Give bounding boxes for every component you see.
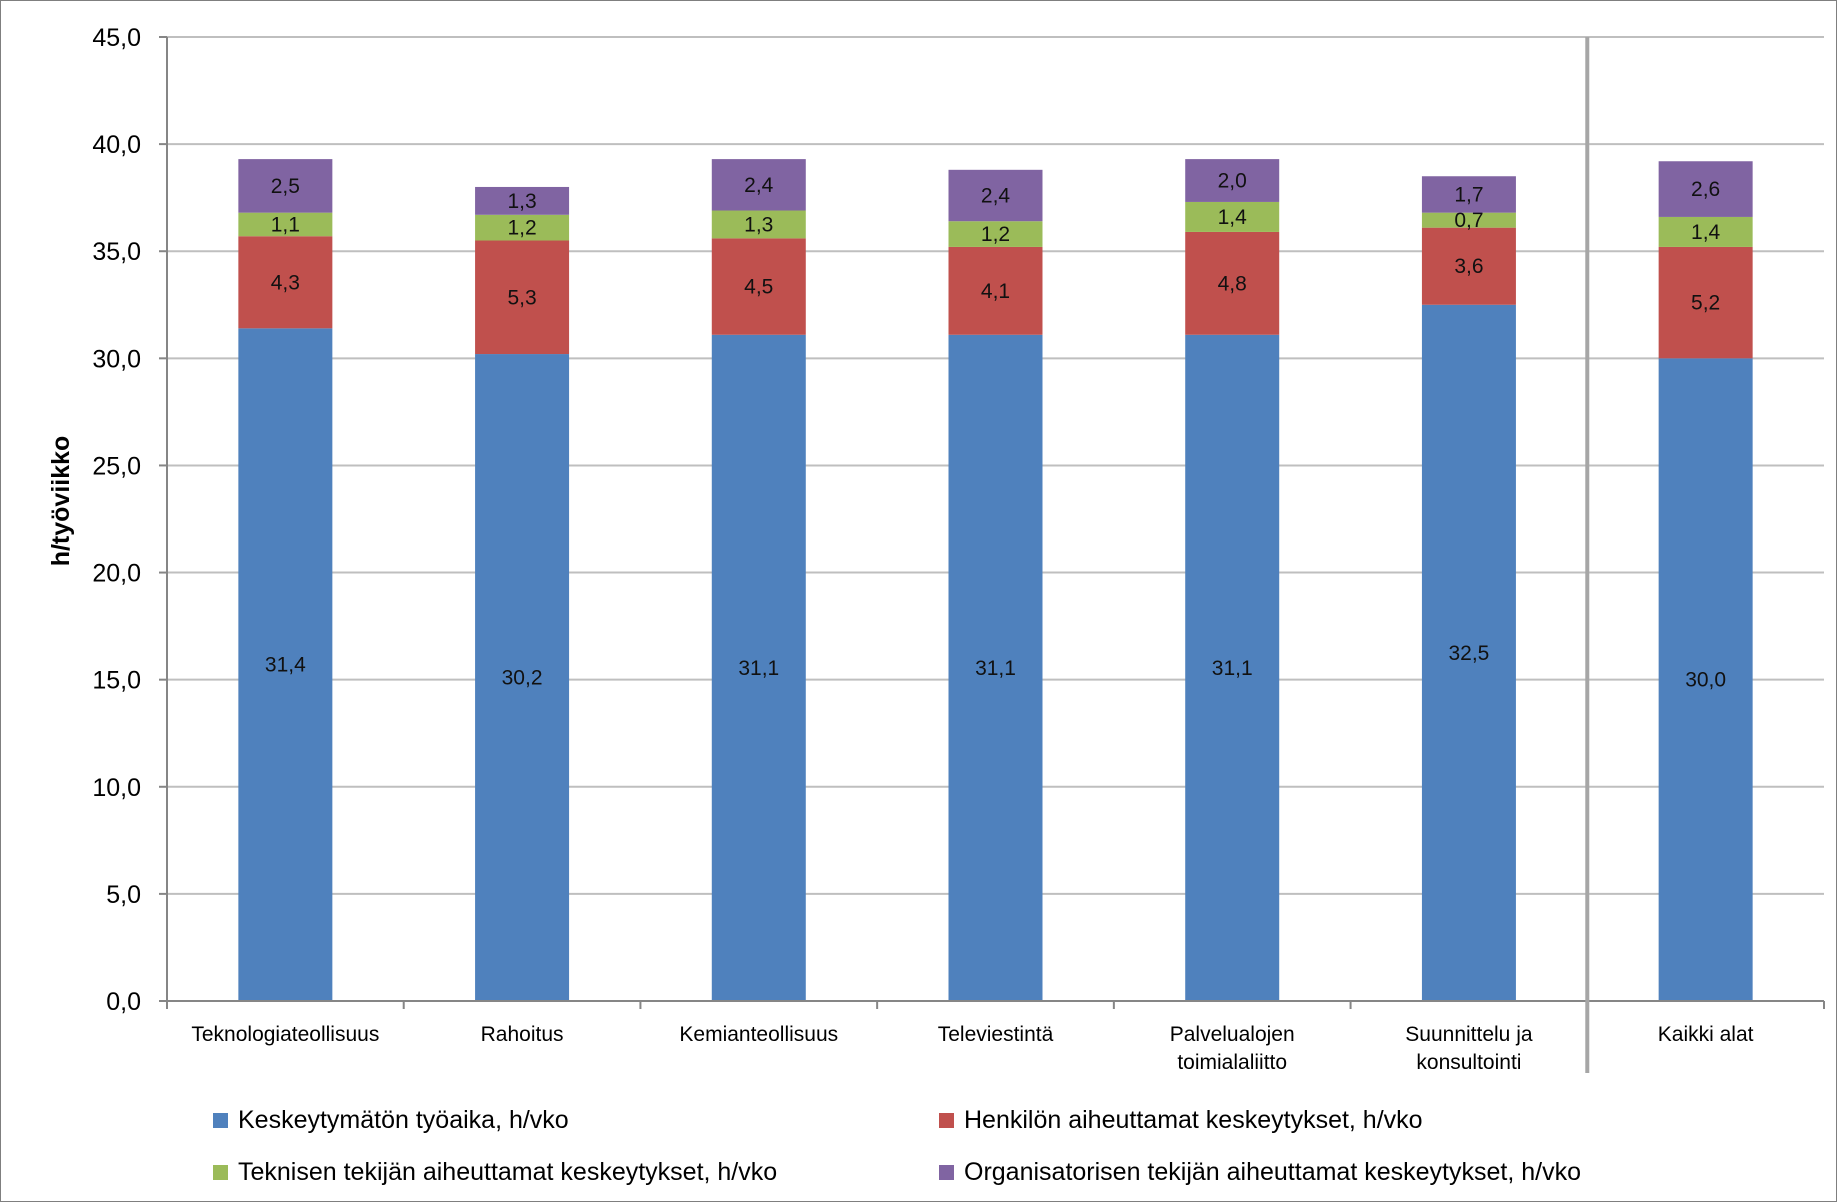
bar-segment [1421, 176, 1516, 213]
legend-label: Keskeytymätön työaika, h/vko [238, 1106, 569, 1134]
y-tick-labels: 0,0 5,0 10,0 15,0 20,0 25,0 30,0 35,0 40,0 45,0 [92, 24, 167, 1016]
bar-segment [948, 221, 1043, 247]
data-label: 4,5 [744, 276, 773, 299]
data-label: 1,1 [271, 213, 300, 236]
x-tick-label: Palvelualojen toimialaliitto [1170, 1023, 1295, 1074]
data-label: 1,4 [1218, 206, 1248, 229]
y-tick-label: 25,0 [92, 452, 141, 480]
y-tick-label: 10,0 [92, 774, 141, 802]
data-label: 4,8 [1218, 272, 1247, 295]
bar-segment [475, 354, 570, 1001]
bar-segment [1185, 159, 1280, 202]
legend-label: Teknisen tekijän aiheuttamat keskeytykse… [238, 1158, 778, 1186]
data-label: 31,1 [738, 657, 779, 680]
bar-segment [1658, 216, 1753, 247]
x-tick-labels: Teknologiateollisuus Rahoitus Kemianteolli… [191, 1023, 1753, 1074]
data-label: 30,2 [502, 667, 543, 690]
legend-item: Teknisen tekijän aiheuttamat keskeytykse… [213, 1158, 777, 1187]
bar-segment [711, 334, 806, 1001]
x-tick-label: Televiestintä [938, 1023, 1054, 1046]
legend-swatch [939, 1113, 954, 1128]
x-tick-label: Rahoitus [481, 1023, 564, 1046]
y-tick-label: 0,0 [106, 988, 141, 1016]
data-label: 4,1 [981, 280, 1010, 303]
x-tick-label: Kaikki alat [1658, 1023, 1754, 1046]
data-label: 31,1 [1212, 657, 1253, 680]
x-tick-label: Teknologiateollisuus [191, 1023, 379, 1046]
bar-segment [475, 186, 570, 215]
legend-item: Organisatorisen tekijän aiheuttamat kesk… [939, 1158, 1581, 1187]
data-label: 1,7 [1454, 183, 1483, 206]
bar-segment [711, 210, 806, 239]
data-label: 1,4 [1691, 221, 1721, 244]
y-tick-label: 30,0 [92, 345, 141, 373]
bar-segment [475, 240, 570, 355]
legend-item: Henkilön aiheuttamat keskeytykset, h/vko [939, 1106, 1423, 1135]
data-label: 2,4 [744, 174, 774, 197]
bar-segment [1658, 358, 1753, 1001]
legend-swatch [939, 1165, 954, 1180]
data-label: 1,3 [744, 213, 773, 236]
bar-segment [1421, 212, 1516, 228]
y-tick-label: 20,0 [92, 560, 141, 588]
data-label: 4,3 [271, 271, 300, 294]
y-tick-label: 45,0 [92, 24, 141, 52]
bars: 31,4 4,3 1,1 2,5 30,2 5,3 1,2 1,3 31,1 4,5 1,3 2,4 3… [238, 159, 1753, 1001]
bar-segment [948, 246, 1043, 335]
bar-segment [238, 212, 333, 237]
y-tick-label: 5,0 [106, 881, 141, 909]
bar-segment [238, 328, 333, 1001]
data-label: 31,1 [975, 657, 1016, 680]
data-label: 31,4 [265, 654, 306, 677]
data-label: 0,7 [1454, 209, 1483, 232]
bar-segment [1658, 161, 1753, 217]
data-label: 1,2 [507, 217, 536, 240]
data-label: 2,4 [981, 185, 1011, 208]
data-label: 30,0 [1685, 669, 1726, 692]
legend-swatch [213, 1113, 228, 1128]
bar-segment [1185, 231, 1280, 335]
data-label: 1,3 [507, 190, 536, 213]
y-axis-label: h/työviikko [47, 436, 75, 567]
y-tick-label: 40,0 [92, 131, 141, 159]
data-label: 32,5 [1448, 642, 1489, 665]
data-label: 1,2 [981, 223, 1010, 246]
data-label: 2,5 [271, 175, 300, 198]
bar-segment [711, 238, 806, 335]
bar-segment [1185, 201, 1280, 232]
y-tick-label: 15,0 [92, 667, 141, 695]
bar-segment [1658, 246, 1753, 359]
data-label: 5,2 [1691, 292, 1720, 315]
data-label: 2,6 [1691, 178, 1720, 201]
legend-label: Henkilön aiheuttamat keskeytykset, h/vko [964, 1106, 1423, 1134]
legend-item: Keskeytymätön työaika, h/vko [213, 1106, 569, 1135]
bar-segment [948, 169, 1043, 222]
bar-segment [238, 159, 333, 213]
y-tick-label: 35,0 [92, 238, 141, 266]
legend-swatch [213, 1165, 228, 1180]
bar-segment [475, 214, 570, 241]
legend-label: Organisatorisen tekijän aiheuttamat kesk… [964, 1158, 1581, 1186]
data-label: 2,0 [1218, 170, 1247, 193]
x-tick-label: Kemianteollisuus [679, 1023, 838, 1046]
x-tick-label: Suunnittelu ja konsultointi [1405, 1023, 1533, 1074]
data-label: 3,6 [1454, 255, 1483, 278]
bar-segment [1185, 334, 1280, 1001]
bar-segment [711, 159, 806, 211]
bar-segment [948, 334, 1043, 1001]
bar-segment [1421, 227, 1516, 305]
data-label: 5,3 [507, 286, 536, 309]
bar-segment [238, 236, 333, 329]
bar-segment [1421, 304, 1516, 1001]
axes [166, 37, 1825, 1073]
